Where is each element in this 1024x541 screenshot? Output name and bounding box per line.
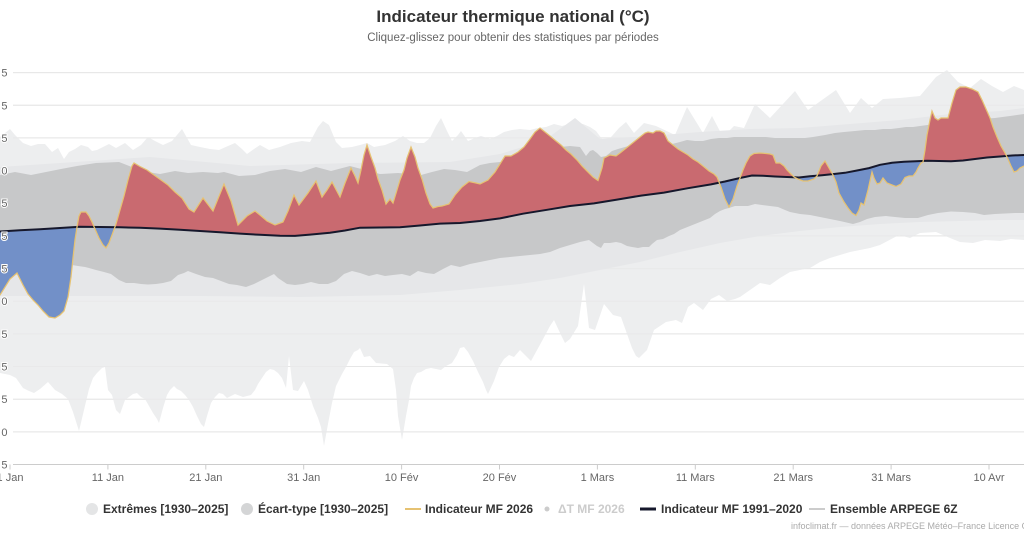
svg-text:Indicateur MF 1991–2020: Indicateur MF 1991–2020 bbox=[661, 502, 803, 516]
svg-text:31 Mars: 31 Mars bbox=[871, 472, 911, 484]
svg-text:0: 0 bbox=[1, 296, 7, 308]
svg-text:20 Fév: 20 Fév bbox=[483, 472, 517, 484]
svg-text:31 Jan: 31 Jan bbox=[287, 472, 320, 484]
svg-text:11 Jan: 11 Jan bbox=[92, 472, 124, 484]
svg-text:5: 5 bbox=[1, 264, 7, 276]
svg-text:Indicateur MF 2026: Indicateur MF 2026 bbox=[425, 502, 533, 516]
svg-text:5: 5 bbox=[1, 329, 7, 341]
svg-text:5: 5 bbox=[1, 394, 7, 406]
svg-text:infoclimat.fr — données ARPEGE: infoclimat.fr — données ARPEGE Météo–Fra… bbox=[791, 521, 1024, 531]
svg-text:ΔT MF 2026: ΔT MF 2026 bbox=[558, 502, 625, 516]
svg-text:21 Mars: 21 Mars bbox=[773, 472, 813, 484]
svg-text:5: 5 bbox=[1, 100, 7, 112]
svg-text:Écart-type [1930–2025]: Écart-type [1930–2025] bbox=[258, 501, 388, 516]
svg-text:0: 0 bbox=[1, 427, 7, 439]
svg-text:5: 5 bbox=[1, 133, 7, 145]
svg-text:5: 5 bbox=[1, 362, 7, 374]
svg-text:21 Jan: 21 Jan bbox=[189, 472, 222, 484]
svg-text:Extrêmes [1930–2025]: Extrêmes [1930–2025] bbox=[103, 502, 228, 516]
svg-text:5: 5 bbox=[1, 198, 7, 210]
svg-text:5: 5 bbox=[1, 68, 7, 80]
svg-text:1 Jan: 1 Jan bbox=[0, 472, 23, 484]
svg-text:10 Avr: 10 Avr bbox=[974, 472, 1005, 484]
svg-text:Indicateur thermique national: Indicateur thermique national (°C) bbox=[376, 7, 649, 26]
svg-text:0: 0 bbox=[1, 166, 7, 178]
svg-text:Ensemble ARPEGE 6Z: Ensemble ARPEGE 6Z bbox=[830, 502, 958, 516]
svg-text:5: 5 bbox=[1, 460, 7, 472]
svg-text:Cliquez-glissez pour obtenir d: Cliquez-glissez pour obtenir des statist… bbox=[367, 32, 659, 44]
svg-text:5: 5 bbox=[1, 231, 7, 243]
svg-text:11 Mars: 11 Mars bbox=[676, 472, 715, 484]
svg-text:10 Fév: 10 Fév bbox=[385, 472, 419, 484]
svg-text:1 Mars: 1 Mars bbox=[581, 472, 615, 484]
